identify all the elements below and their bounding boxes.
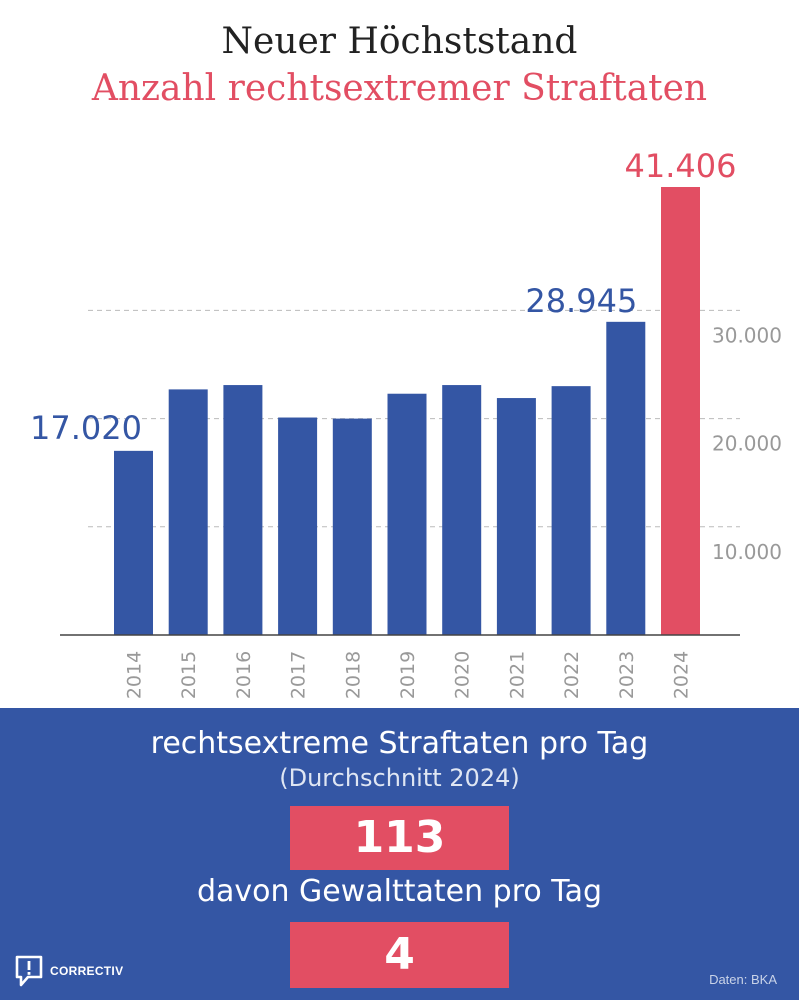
x-tick-labels: 2014 2015 2016 2017 2018 2019 2020 2021 2022 2023…	[124, 651, 693, 699]
y-tick-label: 10.000	[712, 540, 782, 564]
x-tick-label: 2019	[397, 651, 419, 699]
x-tick-label: 2024	[671, 651, 693, 699]
per-day-label: rechtsextreme Straftaten pro Tag	[150, 726, 649, 761]
bar-chart: 17.020 28.945 41.406 10.000 20.000 30.000 20…	[30, 147, 782, 699]
bar-2019	[387, 393, 427, 635]
y-tick-label: 30.000	[712, 323, 782, 347]
x-tick-label: 2021	[506, 651, 528, 699]
bar-2022	[551, 386, 591, 635]
x-tick-label: 2018	[342, 651, 364, 699]
chart-subtitle: Anzahl rechtsextremer Straftaten	[91, 68, 708, 109]
data-source: Daten: BKA	[709, 972, 777, 987]
bar-2020	[442, 385, 482, 635]
bar-2018	[332, 418, 372, 635]
bars	[114, 187, 700, 635]
per-day-note: (Durchschnitt 2024)	[279, 764, 520, 792]
bar-2014	[114, 450, 153, 635]
x-tick-label: 2020	[452, 651, 474, 699]
chart-title: Neuer Höchststand	[221, 21, 578, 62]
per-day-value: 113	[290, 806, 509, 870]
value-labels: 17.020 28.945 41.406	[30, 147, 736, 447]
violent-per-day-value: 4	[290, 922, 509, 988]
bar-2021	[496, 398, 536, 635]
value-label-2014: 17.020	[30, 409, 142, 447]
bar-2016	[223, 385, 263, 635]
x-tick-label: 2016	[233, 651, 255, 699]
violent-per-day-label: davon Gewalttaten pro Tag	[196, 874, 603, 909]
bar-2023	[606, 321, 646, 635]
value-label-2024: 41.406	[625, 147, 737, 185]
x-tick-label: 2015	[178, 651, 200, 699]
x-tick-label: 2017	[288, 651, 310, 699]
y-tick-labels: 10.000 20.000 30.000	[712, 323, 782, 563]
bar-2017	[278, 417, 318, 635]
y-tick-label: 20.000	[712, 432, 782, 456]
speech-bubble-icon	[15, 955, 43, 987]
value-label-2023: 28.945	[525, 282, 637, 320]
bar-2015	[168, 389, 208, 635]
bar-2024	[661, 187, 700, 635]
x-tick-label: 2023	[616, 651, 638, 699]
x-tick-label: 2014	[124, 651, 146, 699]
stats-panel: rechtsextreme Straftaten pro Tag (Durchs…	[0, 708, 799, 1000]
x-tick-label: 2022	[561, 651, 583, 699]
logo-text: CORRECTIV	[50, 964, 124, 978]
correctiv-logo: CORRECTIV	[14, 954, 174, 988]
